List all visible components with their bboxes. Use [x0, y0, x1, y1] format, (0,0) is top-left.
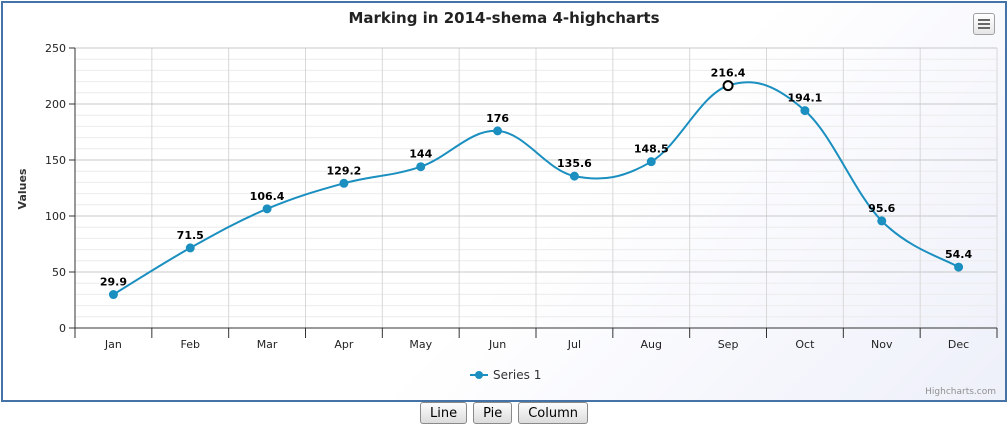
x-tick-label: Jan	[104, 338, 122, 351]
data-point[interactable]	[493, 126, 503, 136]
data-point[interactable]	[416, 162, 426, 172]
chart-type-buttons: Line Pie Column	[0, 402, 1008, 424]
data-point[interactable]	[722, 80, 734, 92]
data-label: 144	[409, 148, 432, 161]
legend-label[interactable]: Series 1	[493, 368, 541, 382]
data-point[interactable]	[646, 157, 656, 167]
y-tick-label: 0	[59, 322, 66, 335]
series-markers	[108, 80, 964, 300]
x-tick-label: Jun	[488, 338, 506, 351]
data-point[interactable]	[108, 290, 118, 300]
chart-container: 0 50 100 150 200 250 Jan Feb Mar Apr May Jun Jul Aug S…	[1, 1, 1007, 402]
data-label: 129.2	[327, 164, 362, 177]
data-label: 194.1	[788, 92, 823, 105]
data-point[interactable]	[339, 178, 349, 188]
x-tick-label: Apr	[334, 338, 354, 351]
y-tick-label: 250	[45, 42, 66, 55]
chart-menu-button[interactable]	[973, 13, 995, 35]
menu-icon-bar	[978, 23, 990, 25]
menu-icon-bar	[978, 27, 990, 29]
data-label: 29.9	[100, 276, 127, 289]
y-tick-label: 200	[45, 98, 66, 111]
data-point[interactable]	[185, 243, 195, 253]
menu-icon	[978, 19, 990, 21]
line-chart: 0 50 100 150 200 250 Jan Feb Mar Apr May Jun Jul Aug S…	[16, 9, 998, 397]
data-point[interactable]	[877, 216, 887, 226]
pie-button[interactable]: Pie	[473, 402, 513, 424]
y-tick-label: 100	[45, 210, 66, 223]
data-label: 106.4	[250, 190, 285, 203]
y-tick-label: 50	[52, 266, 66, 279]
series-line	[112, 81, 960, 296]
x-tick-label: Mar	[257, 338, 278, 351]
x-tick-label: Aug	[641, 338, 662, 351]
data-point[interactable]	[262, 204, 272, 214]
data-label: 148.5	[634, 143, 669, 156]
y-tick-label: 150	[45, 154, 66, 167]
chart-title: Marking in 2014-shema 4-highcharts	[348, 9, 659, 27]
data-label: 54.4	[945, 248, 972, 261]
data-label: 135.6	[557, 157, 592, 170]
column-button[interactable]: Column	[518, 402, 589, 424]
x-tick-label: Dec	[948, 338, 969, 351]
axes: 0 50 100 150 200 250 Jan Feb Mar Apr May Jun Jul Aug S…	[45, 42, 998, 351]
data-label: 71.5	[177, 229, 204, 242]
legend-marker	[475, 371, 483, 379]
x-tick-label: Feb	[181, 338, 200, 351]
data-point[interactable]	[954, 262, 964, 272]
data-label: 216.4	[711, 67, 746, 80]
x-tick-label: Nov	[871, 338, 893, 351]
x-tick-label: Jul	[567, 338, 581, 351]
y-axis-title: Values	[16, 168, 29, 209]
line-button[interactable]: Line	[419, 402, 468, 424]
x-tick-label: Sep	[718, 338, 739, 351]
data-point[interactable]	[800, 106, 810, 116]
data-label: 95.6	[868, 202, 895, 215]
data-label: 176	[486, 112, 509, 125]
data-labels: 29.9 71.5 106.4 129.2 144 176 135.6 148.5 216.4 1…	[100, 67, 973, 289]
x-tick-label: May	[409, 338, 432, 351]
legend[interactable]: Series 1	[470, 368, 541, 382]
x-tick-label: Oct	[795, 338, 815, 351]
data-point[interactable]	[569, 171, 579, 181]
grid-lines	[74, 47, 998, 329]
credits-link[interactable]: Highcharts.com	[925, 387, 996, 397]
